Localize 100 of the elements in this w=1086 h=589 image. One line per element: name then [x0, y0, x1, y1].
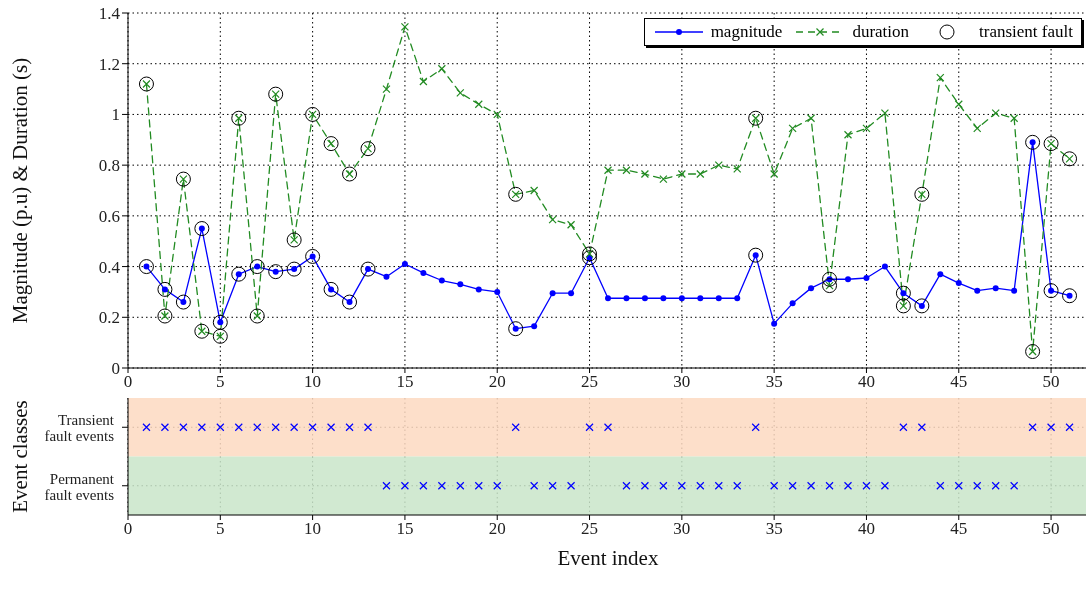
- legend-label: transient fault: [979, 22, 1073, 42]
- point: [697, 295, 704, 302]
- point: [286, 261, 302, 277]
- point: [212, 328, 228, 344]
- point: [822, 278, 838, 294]
- x-tick-label: 50: [1042, 372, 1060, 392]
- point: [231, 266, 247, 282]
- point: [323, 281, 339, 297]
- point: [268, 264, 284, 280]
- point: [748, 110, 764, 126]
- point: [914, 298, 930, 314]
- point: [212, 314, 228, 330]
- point: [843, 130, 853, 139]
- y-tick-label: 1.2: [98, 54, 120, 74]
- point: [678, 295, 685, 302]
- point: [419, 77, 428, 86]
- point: [748, 247, 764, 263]
- x-axis-title: Event index: [557, 546, 659, 570]
- x-tick-label: 10: [304, 372, 322, 392]
- point: [508, 186, 524, 202]
- y-tick-label: 0.8: [98, 156, 120, 176]
- point: [605, 295, 611, 302]
- point: [1043, 136, 1059, 152]
- point: [360, 261, 376, 277]
- y-tick-label: 0.4: [98, 257, 121, 277]
- point: [714, 161, 723, 170]
- point: [420, 269, 427, 276]
- point: [936, 73, 945, 82]
- y-tick-label: Permanent fault events: [44, 470, 115, 503]
- point: [603, 166, 613, 175]
- point: [640, 169, 650, 179]
- point: [1062, 151, 1078, 167]
- point: [582, 246, 598, 262]
- point: [1011, 287, 1018, 294]
- point: [641, 295, 648, 302]
- point: [845, 276, 851, 283]
- point: [494, 288, 501, 295]
- legend-label: duration: [852, 22, 910, 42]
- point: [548, 215, 557, 224]
- point: [305, 248, 321, 264]
- point: [789, 300, 796, 307]
- point: [342, 166, 358, 182]
- point: [530, 186, 539, 195]
- y-axis-title: Magnitude (p.u) & Duration (s): [8, 57, 33, 324]
- legend-label: magnitude: [710, 22, 783, 42]
- point: [175, 171, 191, 187]
- point: [360, 141, 376, 157]
- x-tick-label: 25: [581, 372, 599, 392]
- point: [438, 277, 445, 284]
- x-tick-label: 50: [1042, 519, 1060, 539]
- point: [138, 76, 154, 92]
- x-tick-label: 45: [950, 372, 968, 392]
- point: [474, 100, 483, 109]
- point: [733, 164, 742, 174]
- point: [660, 295, 667, 302]
- point: [249, 259, 265, 275]
- point: [862, 124, 871, 133]
- x-tick-label: 25: [581, 519, 599, 539]
- y-tick-label: 1.4: [98, 4, 121, 24]
- point: [914, 186, 930, 202]
- point: [231, 110, 247, 126]
- point: [194, 323, 210, 339]
- point: [138, 259, 154, 275]
- x-tick-label: 30: [673, 372, 691, 392]
- point: [493, 110, 502, 119]
- point: [677, 169, 686, 179]
- x-tick-label: 45: [950, 519, 968, 539]
- x-tick-label: 35: [765, 372, 783, 392]
- point: [937, 271, 944, 278]
- x-tick-label: 20: [488, 519, 506, 539]
- point: [895, 298, 911, 314]
- point: [881, 263, 888, 270]
- x-tick-label: 5: [216, 519, 225, 539]
- x-tick-label: 15: [396, 519, 414, 539]
- point: [696, 169, 705, 179]
- point: [475, 286, 482, 293]
- point: [157, 281, 173, 297]
- point: [1025, 344, 1041, 360]
- point: [175, 294, 191, 310]
- y-tick-label: Transient fault events: [44, 412, 115, 445]
- point: [770, 169, 779, 179]
- x-tick-label: 40: [857, 372, 875, 392]
- point: [568, 290, 575, 297]
- point: [973, 124, 982, 133]
- x-tick-label: 5: [216, 372, 225, 392]
- x-tick-label: 20: [488, 372, 506, 392]
- point: [323, 136, 339, 152]
- x-tick-label: 15: [396, 372, 414, 392]
- point: [1062, 288, 1078, 304]
- y-tick-label: 1: [111, 105, 120, 125]
- point: [991, 109, 1000, 118]
- point: [788, 124, 797, 133]
- point: [822, 271, 838, 287]
- point: [582, 250, 598, 266]
- x-tick-label: 35: [765, 519, 783, 539]
- point: [623, 295, 630, 302]
- point: [342, 294, 358, 310]
- point: [531, 323, 538, 330]
- point: [382, 84, 391, 94]
- point: [715, 295, 722, 302]
